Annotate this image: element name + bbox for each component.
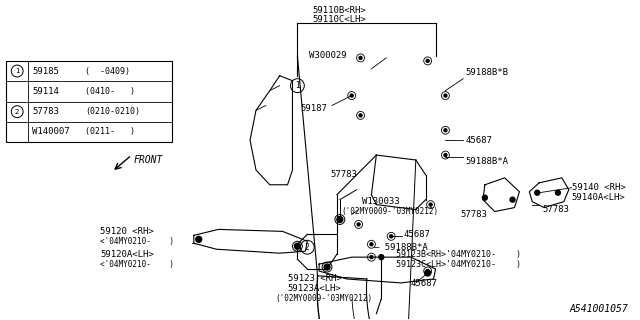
Text: 59110C<LH>: 59110C<LH> [312,15,366,24]
Text: 45687: 45687 [465,136,492,145]
Text: 45687: 45687 [404,230,431,239]
Circle shape [379,255,384,260]
Text: 59140 <RH>: 59140 <RH> [572,183,625,192]
Circle shape [370,256,373,259]
Circle shape [370,243,373,246]
Circle shape [556,190,561,195]
Circle shape [294,243,300,249]
Text: ('02MY0009-'03MY0212): ('02MY0009-'03MY0212) [342,207,439,216]
Circle shape [350,94,353,97]
Text: (0210-0210): (0210-0210) [85,107,140,116]
Circle shape [444,129,447,132]
Circle shape [535,190,540,195]
Text: 59120 <RH>: 59120 <RH> [100,227,154,236]
Circle shape [483,195,488,200]
Text: 59188B*B: 59188B*B [465,68,508,77]
Text: 59140A<LH>: 59140A<LH> [572,193,625,202]
Circle shape [510,197,515,202]
Circle shape [426,60,429,62]
Text: ('02MY0009-'03MY0212): ('02MY0009-'03MY0212) [276,294,373,303]
Circle shape [337,217,343,222]
Text: FRONT: FRONT [134,155,163,165]
Circle shape [444,94,447,97]
Circle shape [426,269,429,273]
Text: 59114: 59114 [32,87,59,96]
Text: A541001057: A541001057 [569,304,628,314]
Text: (  -0409): ( -0409) [85,67,131,76]
Text: (0410-   ): (0410- ) [85,87,135,96]
Text: <'04MY0210-    ): <'04MY0210- ) [100,260,174,268]
Text: (0211-   ): (0211- ) [85,127,135,137]
Text: — 59188B*A: — 59188B*A [374,243,428,252]
Circle shape [359,114,362,117]
Circle shape [324,264,330,270]
Text: 1: 1 [295,81,300,90]
Circle shape [357,223,360,226]
Text: 59185: 59185 [32,67,59,76]
Circle shape [429,203,432,206]
Text: 45687: 45687 [411,279,438,288]
Bar [6,61,172,142]
Text: W130033: W130033 [362,197,399,206]
Text: 2: 2 [305,243,310,252]
Circle shape [390,235,392,238]
Text: 59120A<LH>: 59120A<LH> [100,250,154,259]
Text: <'04MY0210-    ): <'04MY0210- ) [100,237,174,246]
Text: 1: 1 [15,68,19,74]
Text: 59188B*A: 59188B*A [465,157,508,166]
Text: W300029: W300029 [309,52,347,60]
Text: 57783: 57783 [330,170,357,180]
Text: 59110B<RH>: 59110B<RH> [312,6,366,15]
Text: 59123 <RH>: 59123 <RH> [287,275,341,284]
Circle shape [359,56,362,60]
Circle shape [196,236,202,242]
Text: 59187: 59187 [300,104,327,113]
Text: 59123A<LH>: 59123A<LH> [287,284,341,293]
Text: 57783: 57783 [542,205,569,214]
Circle shape [444,154,447,156]
Text: 2: 2 [15,109,19,115]
Circle shape [425,270,431,276]
Text: 57783: 57783 [460,210,487,219]
Text: 59123B<RH>'04MY0210-    ): 59123B<RH>'04MY0210- ) [396,250,521,259]
Text: 59123C<LH>'04MY0210-    ): 59123C<LH>'04MY0210- ) [396,260,521,268]
Text: W140007: W140007 [32,127,70,137]
Text: 57783: 57783 [32,107,59,116]
